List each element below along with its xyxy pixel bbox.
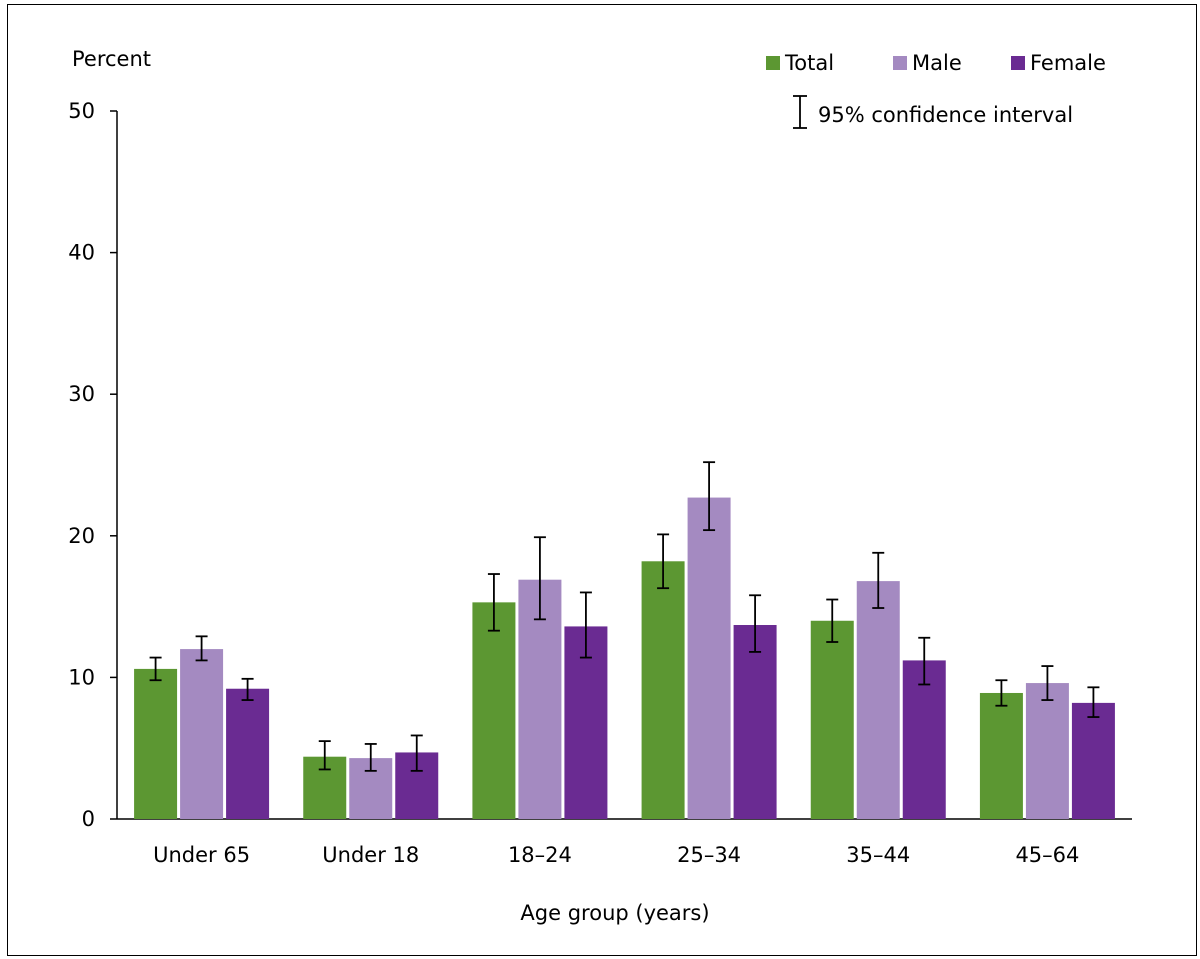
bar-male — [180, 649, 224, 819]
y-tick-label: 0 — [82, 807, 95, 831]
bar-total — [134, 668, 178, 819]
x-tick-label: 25–34 — [677, 843, 741, 867]
x-tick-label: Under 18 — [322, 843, 419, 867]
y-tick-label: 50 — [68, 99, 95, 123]
bar-male — [856, 581, 900, 819]
bar-female — [226, 688, 270, 819]
x-tick-label: 35–44 — [846, 843, 910, 867]
x-tick-label: 18–24 — [508, 843, 572, 867]
bar-female — [733, 625, 777, 819]
bar-male — [687, 497, 731, 819]
ci-legend-label: 95% confidence interval — [818, 103, 1073, 127]
legend-swatch-male — [893, 56, 907, 70]
y-tick-label: 20 — [68, 524, 95, 548]
x-tick-label: 45–64 — [1015, 843, 1079, 867]
legend-label-female: Female — [1030, 51, 1106, 75]
bar-total — [810, 620, 854, 819]
legend-label-male: Male — [912, 51, 962, 75]
bar-total — [641, 561, 685, 819]
y-tick-label: 40 — [68, 241, 95, 265]
y-axis-label: Percent — [72, 47, 151, 71]
legend-swatch-total — [766, 56, 780, 70]
legend-swatch-female — [1011, 56, 1025, 70]
bar-total — [472, 602, 516, 819]
y-tick-label: 30 — [68, 382, 95, 406]
x-axis-label: Age group (years) — [520, 901, 709, 925]
bar-female — [564, 626, 608, 819]
bar-total — [979, 692, 1023, 819]
legend-label-total: Total — [784, 51, 834, 75]
y-tick-label: 10 — [68, 665, 95, 689]
bar-male — [1025, 683, 1069, 819]
x-tick-label: Under 65 — [153, 843, 250, 867]
bar-female — [1071, 702, 1115, 819]
bar-female — [902, 660, 946, 819]
